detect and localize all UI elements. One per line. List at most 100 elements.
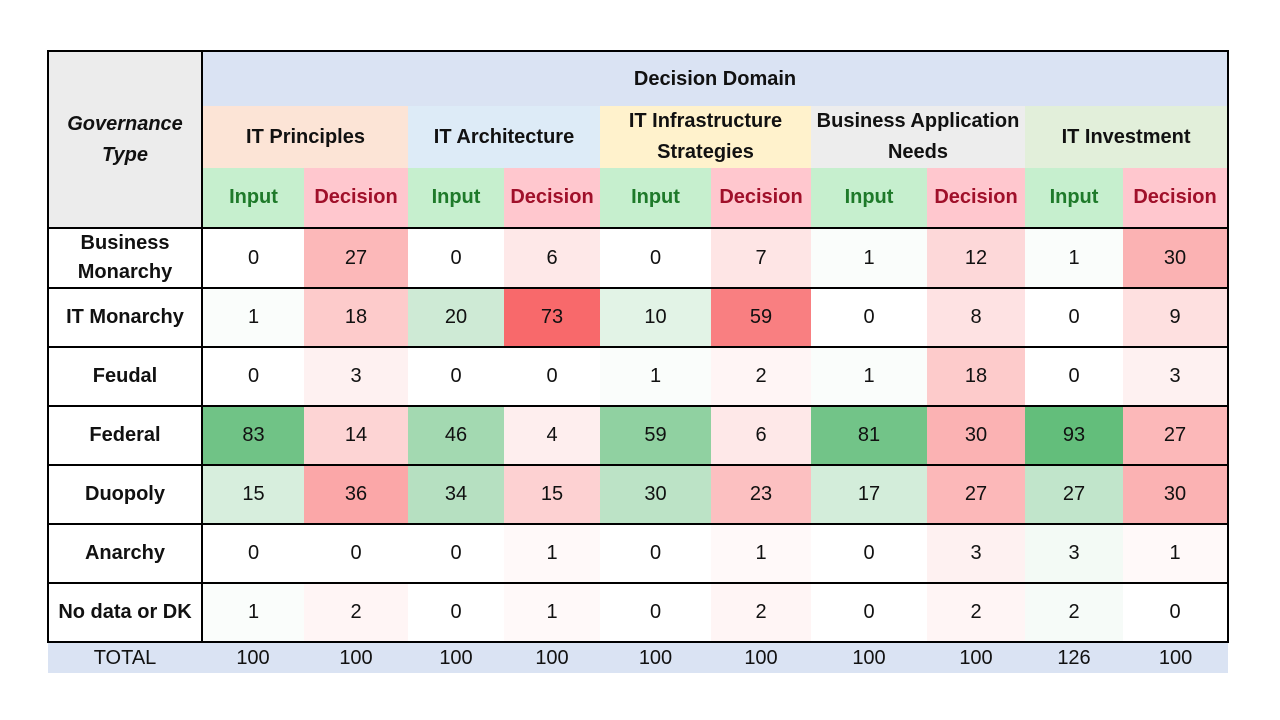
row-label: No data or DK: [47, 583, 203, 643]
total-value-cell: 100: [600, 642, 711, 673]
decision-value-cell: 2: [927, 583, 1025, 642]
decision-value-cell: 12: [927, 228, 1025, 288]
header-row-domain: Governance Type Decision Domain: [47, 50, 1230, 228]
input-value-cell: 0: [408, 524, 504, 583]
total-row: TOTAL 100 100 100 100 100 100 100 100 126 100: [48, 642, 1229, 673]
decision-domain-header: Decision Domain: [202, 50, 1230, 106]
input-value-cell: 27: [1025, 465, 1123, 524]
input-subheader: Input: [811, 168, 927, 228]
decision-value-cell: 7: [711, 228, 811, 288]
decision-subheader: Decision: [927, 168, 1025, 228]
total-value-cell: 100: [1123, 642, 1229, 673]
input-subheader: Input: [408, 168, 504, 228]
input-value-cell: 0: [202, 228, 304, 288]
decision-value-cell: 2: [711, 347, 811, 406]
decision-value-cell: 9: [1123, 288, 1230, 347]
input-value-cell: 34: [408, 465, 504, 524]
domain-header: Business Application Needs: [811, 106, 1025, 168]
decision-value-cell: 8: [927, 288, 1025, 347]
table-row: Business Monarchy 0 27 0 6 0 7 1 12 1 30: [47, 228, 1230, 288]
input-value-cell: 81: [811, 406, 927, 465]
input-value-cell: 93: [1025, 406, 1123, 465]
input-value-cell: 30: [600, 465, 711, 524]
header-row-subheaders: Input Decision Input Decision Input Deci…: [48, 168, 1230, 228]
decision-value-cell: 1: [504, 524, 600, 583]
decision-value-cell: 3: [1123, 347, 1230, 406]
decision-value-cell: 59: [711, 288, 811, 347]
input-value-cell: 1: [600, 347, 711, 406]
decision-value-cell: 2: [711, 583, 811, 642]
input-subheader: Input: [1025, 168, 1123, 228]
decision-value-cell: 0: [304, 524, 408, 583]
decision-value-cell: 27: [304, 228, 408, 288]
decision-value-cell: 1: [711, 524, 811, 583]
total-label: TOTAL: [48, 642, 202, 673]
total-value-cell: 100: [811, 642, 927, 673]
input-subheader: Input: [600, 168, 711, 228]
input-value-cell: 0: [202, 347, 304, 406]
row-label: Business Monarchy: [47, 228, 203, 288]
table-row: Feudal 0 3 0 0 1 2 1 18 0 3: [47, 347, 1230, 406]
input-value-cell: 0: [600, 228, 711, 288]
row-label: IT Monarchy: [47, 288, 203, 347]
input-value-cell: 59: [600, 406, 711, 465]
input-value-cell: 46: [408, 406, 504, 465]
decision-subheader: Decision: [1123, 168, 1230, 228]
row-label: Duopoly: [47, 465, 203, 524]
decision-value-cell: 27: [927, 465, 1025, 524]
decision-value-cell: 30: [927, 406, 1025, 465]
input-value-cell: 0: [600, 524, 711, 583]
governance-decision-table: Governance Type Decision Domain IT Princ…: [47, 50, 1230, 673]
decision-value-cell: 23: [711, 465, 811, 524]
total-value-cell: 100: [504, 642, 600, 673]
input-value-cell: 17: [811, 465, 927, 524]
decision-value-cell: 18: [927, 347, 1025, 406]
header-row-domains: IT Principles IT Architecture IT Infrast…: [48, 106, 1230, 168]
governance-type-header: Governance Type: [47, 50, 203, 228]
input-value-cell: 1: [202, 583, 304, 642]
total-value-cell: 100: [202, 642, 304, 673]
total-value-cell: 100: [408, 642, 504, 673]
input-value-cell: 1: [1025, 228, 1123, 288]
input-value-cell: 0: [600, 583, 711, 642]
input-value-cell: 83: [202, 406, 304, 465]
table-row: Federal 83 14 46 4 59 6 81 30 93 27: [47, 406, 1230, 465]
input-value-cell: 15: [202, 465, 304, 524]
decision-value-cell: 4: [504, 406, 600, 465]
decision-value-cell: 15: [504, 465, 600, 524]
input-value-cell: 0: [1025, 347, 1123, 406]
table-row: No data or DK 1 2 0 1 0 2 0 2 2 0: [47, 583, 1230, 643]
input-value-cell: 3: [1025, 524, 1123, 583]
input-value-cell: 0: [408, 228, 504, 288]
domain-header: IT Investment: [1025, 106, 1230, 168]
input-value-cell: 0: [811, 524, 927, 583]
total-value-cell: 100: [711, 642, 811, 673]
decision-value-cell: 1: [504, 583, 600, 642]
decision-value-cell: 0: [504, 347, 600, 406]
decision-value-cell: 73: [504, 288, 600, 347]
decision-value-cell: 18: [304, 288, 408, 347]
domain-header: IT Principles: [202, 106, 408, 168]
decision-subheader: Decision: [504, 168, 600, 228]
decision-value-cell: 2: [304, 583, 408, 642]
decision-value-cell: 36: [304, 465, 408, 524]
input-value-cell: 0: [811, 288, 927, 347]
input-value-cell: 0: [1025, 288, 1123, 347]
table-row: IT Monarchy 1 18 20 73 10 59 0 8 0 9: [47, 288, 1230, 347]
total-value-cell: 126: [1025, 642, 1123, 673]
decision-value-cell: 0: [1123, 583, 1230, 642]
input-value-cell: 0: [811, 583, 927, 642]
input-value-cell: 20: [408, 288, 504, 347]
input-value-cell: 0: [202, 524, 304, 583]
decision-value-cell: 30: [1123, 465, 1230, 524]
input-value-cell: 10: [600, 288, 711, 347]
decision-value-cell: 30: [1123, 228, 1230, 288]
input-value-cell: 1: [811, 228, 927, 288]
decision-value-cell: 6: [711, 406, 811, 465]
input-subheader: Input: [202, 168, 304, 228]
domain-header: IT Architecture: [408, 106, 600, 168]
decision-value-cell: 27: [1123, 406, 1230, 465]
table-row: Duopoly 15 36 34 15 30 23 17 27 27 30: [47, 465, 1230, 524]
decision-value-cell: 14: [304, 406, 408, 465]
total-value-cell: 100: [304, 642, 408, 673]
